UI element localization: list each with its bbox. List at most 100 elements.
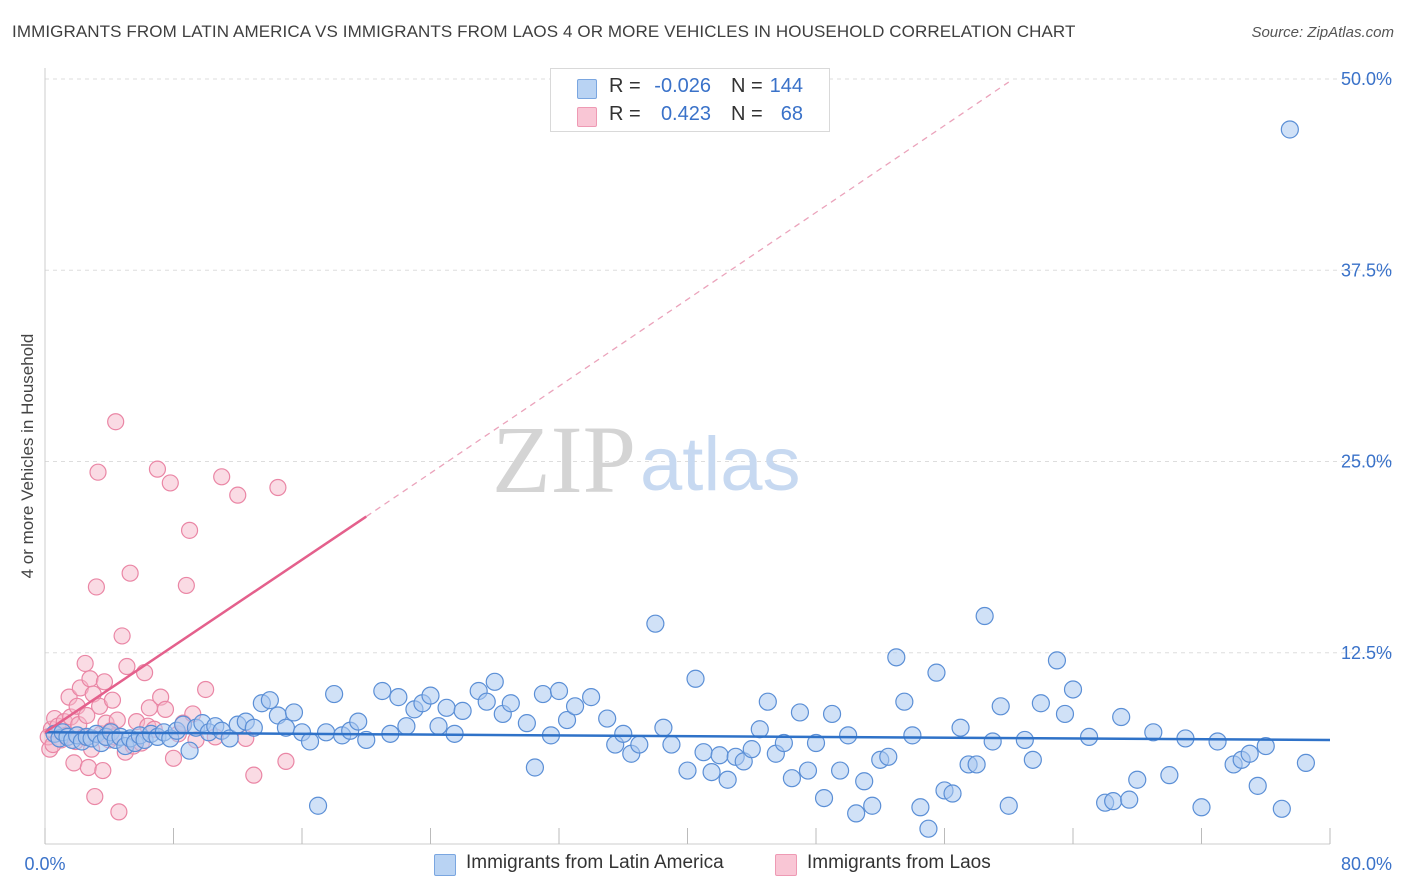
laos-point [197,680,215,699]
laos-point [161,474,179,492]
latin-america-point [260,691,279,710]
latin-america-point [1248,776,1267,795]
latin-america-point [911,798,930,817]
latin-america-point [951,718,970,737]
laos-point [277,752,295,770]
laos-point [110,803,128,821]
legend-r-label: R = [609,75,641,97]
axes [44,68,1331,845]
latin-america-point [244,718,263,737]
latin-america-point [389,688,408,707]
laos-point [148,460,167,478]
correlation-legend: R = -0.026 N = 144 R = 0.423 N = 68 [550,68,830,132]
latin-america-point [437,698,456,717]
latin-america-point [742,740,761,759]
laos-point [213,468,231,486]
latin-america-point [517,714,536,733]
laos-point [87,578,106,596]
laos-point [79,758,97,777]
latin-america-point [1112,707,1131,727]
legend-r-label: R = [609,103,641,125]
latin-america-point [614,724,633,743]
latin-america-point [975,606,994,626]
laos-point [180,521,199,539]
latin-america-point [1047,651,1067,670]
laos-point [86,787,104,806]
laos-point [118,657,136,676]
latin-america-point [397,717,416,736]
latin-america-point [943,784,962,803]
laos-point [156,700,175,718]
latin-america-point [806,733,826,753]
latin-america-point [847,804,866,823]
laos-point [177,576,195,595]
laos-point [229,486,247,504]
latin-america-point [1160,766,1179,785]
laos-point [89,463,107,481]
latin-america-point [373,681,392,701]
laos-point [81,670,99,688]
latin-america-point [485,672,504,691]
legend-r-value: -0.026 [654,75,711,97]
latin-america-point [903,726,922,745]
laos-point [135,664,154,682]
laos-point [65,754,83,772]
latin-america-point [822,704,842,724]
latin-america-point [654,718,673,737]
legend-swatch-pink [577,107,597,127]
latin-america-point [300,732,320,751]
laos-point [164,749,183,767]
latin-america-point [453,701,472,720]
latin-america-point [1079,727,1099,747]
latin-america-point [421,686,440,705]
latin-america-point [879,747,898,766]
latin-america-point [999,796,1018,815]
laos-point [245,766,263,784]
latin-america-point [533,684,553,704]
latin-america-point [863,796,882,815]
latin-america-point [308,796,328,815]
legend-n-label: N = [731,75,763,97]
legend-r-value: 0.423 [660,103,711,125]
latin-america-point [702,762,721,782]
legend-n-label: N = [731,103,763,125]
legend-row-laos: R = 0.423 N = 68 [551,101,829,129]
latin-america-point [839,726,858,745]
legend-row-latin-america: R = -0.026 N = 144 [551,73,829,101]
source-label: Source: ZipAtlas.com [1251,24,1394,41]
latin-america-point [798,761,818,780]
laos-point [78,706,96,725]
latin-america-point [758,692,777,711]
latin-america-point [1240,744,1259,763]
latin-america-point [646,614,665,633]
watermark-zip: ZIP [492,406,636,513]
latin-america-point [565,697,585,716]
laos-point [103,691,122,709]
latin-america-point [325,684,344,704]
latin-america-point [1192,798,1211,817]
latin-america-point [549,681,569,701]
legend-swatch-blue [577,79,597,99]
latin-america-point [1015,730,1034,750]
latin-america-point [895,692,914,711]
latin-america-point [855,772,874,791]
latin-america-point [180,741,199,760]
latin-america-point [557,710,577,730]
chart-title: IMMIGRANTS FROM LATIN AMERICA VS IMMIGRA… [12,22,1076,41]
latin-america-point [1208,732,1227,751]
laos-point [94,761,112,780]
latin-america-point [678,761,697,780]
latin-america-point [1023,750,1042,769]
latin-america-point [830,761,850,780]
latin-america-point [774,733,793,753]
latin-america-point [1280,120,1299,139]
gridlines [45,78,1392,654]
latin-america-point [1063,680,1083,699]
legend-swatch-pink [775,854,797,876]
latin-america-point [983,732,1002,751]
latin-america-point [1296,753,1316,773]
latin-america-point [477,692,496,711]
latin-america-point [349,712,368,731]
y-tick-label: 25.0% [1341,452,1392,472]
